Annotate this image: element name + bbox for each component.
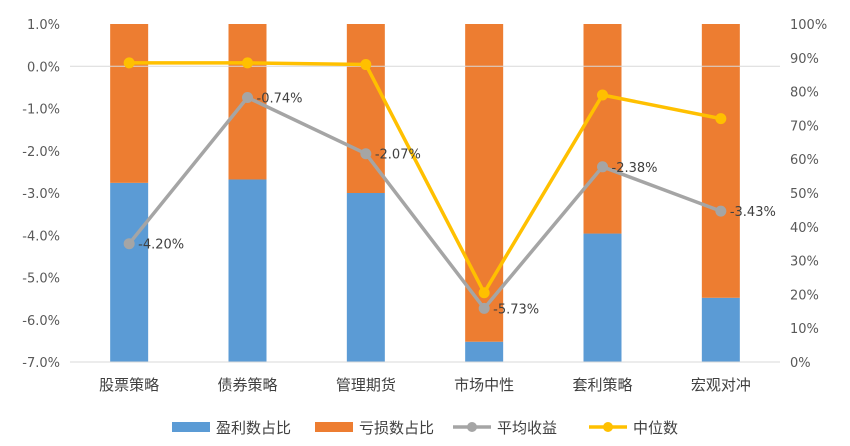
right-axis-tick-label: 50% [790, 187, 819, 202]
average-return-point [123, 238, 135, 250]
median-point [597, 89, 608, 101]
category-label: 市场中性 [454, 376, 514, 394]
bar-profit-share [110, 182, 149, 362]
average-return-point [478, 302, 490, 314]
left-axis-ticks: 1.0% 0.0% -1.0% -2.0% -3.0% -4.0% -5.0% -6.0% -7… [22, 18, 60, 371]
right-axis-tick-label: 0% [790, 356, 811, 371]
category-label: 债券策略 [217, 376, 277, 394]
right-axis-tick-label: 30% [790, 255, 819, 270]
left-axis-tick-label: -3.0% [22, 187, 60, 202]
median-point [360, 59, 372, 71]
average-return-point [715, 205, 727, 217]
median-point [478, 287, 490, 299]
average-return-label: -4.20% [138, 238, 184, 253]
average-return-label: -5.73% [493, 302, 539, 317]
bar-profit-share [701, 297, 740, 362]
right-axis-tick-label: 90% [790, 52, 819, 67]
bars [110, 24, 740, 362]
legend-label: 盈利数占比 [216, 419, 291, 437]
category-label: 管理期货 [336, 376, 396, 394]
category-label: 股票策略 [99, 376, 159, 394]
legend: 盈利数占比 亏损数占比 平均收益 中位数 [172, 419, 678, 437]
average-return-point [360, 148, 372, 160]
median-point [715, 113, 727, 125]
left-axis-tick-label: -6.0% [22, 314, 60, 329]
line-series: -4.20% -0.74% -2.07% -5.73% -2.38% -3.43% [123, 57, 776, 317]
average-return-point [242, 92, 253, 104]
average-return-label: -2.38% [612, 161, 658, 176]
x-axis-category-labels: 股票策略 债券策略 管理期货 市场中性 套利策略 宏观对冲 [99, 376, 751, 394]
right-axis-tick-label: 40% [790, 221, 819, 236]
average-return-point [597, 161, 608, 173]
category-label: 宏观对冲 [691, 376, 751, 394]
left-axis-tick-label: -2.0% [22, 145, 60, 160]
legend-label: 平均收益 [497, 419, 557, 437]
legend-swatch [172, 422, 210, 432]
left-axis-tick-label: -5.0% [22, 272, 60, 287]
category-label: 套利策略 [572, 376, 632, 394]
bar-loss-share [346, 24, 385, 193]
bar-loss-share [583, 24, 622, 234]
legend-swatch [315, 422, 353, 432]
legend-label: 亏损数占比 [359, 419, 434, 437]
bar-profit-share [583, 233, 622, 362]
bar-profit-share [228, 179, 267, 362]
right-axis-tick-label: 60% [790, 153, 819, 168]
average-return-line [127, 95, 722, 311]
right-axis-ticks: 100% 90% 80% 70% 60% 50% 40% 30% 20% 10% 0% [790, 18, 827, 371]
bar-profit-share [346, 193, 385, 362]
legend-label: 中位数 [633, 419, 678, 437]
left-axis-tick-label: -1.0% [22, 103, 60, 118]
left-axis-tick-label: 0.0% [27, 60, 60, 75]
right-axis-tick-label: 100% [790, 18, 827, 33]
median-point [123, 57, 135, 69]
legend-swatch-marker [467, 422, 477, 432]
right-axis-tick-label: 70% [790, 119, 819, 134]
right-axis-tick-label: 80% [790, 86, 819, 101]
right-axis-tick-label: 10% [790, 322, 819, 337]
average-return-label: -0.74% [257, 92, 303, 107]
legend-swatch-marker [603, 422, 613, 432]
left-axis-tick-label: -7.0% [22, 356, 60, 371]
bar-loss-share [110, 24, 149, 183]
left-axis-tick-label: 1.0% [27, 18, 60, 33]
average-return-label: -2.07% [375, 148, 421, 163]
bar-profit-share [465, 341, 504, 362]
bar-loss-share [701, 24, 740, 298]
median-line [129, 61, 722, 295]
average-return-label: -3.43% [730, 205, 776, 220]
right-axis-tick-label: 20% [790, 288, 819, 303]
median-point [242, 57, 253, 69]
left-axis-tick-label: -4.0% [22, 229, 60, 244]
